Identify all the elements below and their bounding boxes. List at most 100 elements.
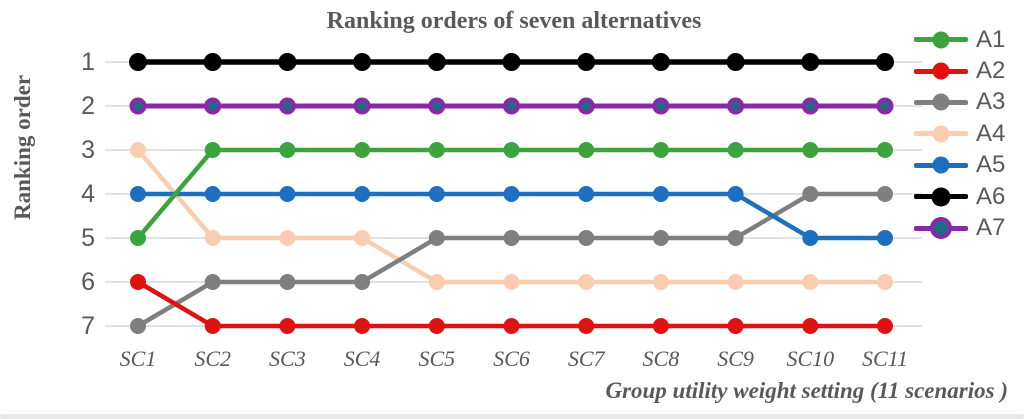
- data-point-A4-SC3: [279, 230, 296, 246]
- data-point-A1-SC8: [652, 142, 669, 158]
- x-tick-label-SC3: SC3: [269, 346, 306, 371]
- data-point-A2-SC11: [877, 318, 893, 334]
- data-point-A5-SC8: [652, 186, 669, 202]
- legend-label: A3: [976, 88, 1006, 116]
- x-axis-title: Group utility weight setting (11 scenari…: [605, 378, 1008, 403]
- legend-swatch-A4: [914, 124, 968, 144]
- data-point-A6-SC6: [502, 53, 521, 71]
- data-point-A1-SC2: [204, 142, 221, 158]
- legend-swatch-A6: [914, 187, 968, 207]
- data-point-A7-SC2: [204, 97, 222, 115]
- data-point-A4-SC10: [802, 274, 819, 290]
- data-point-A2-SC3: [279, 318, 296, 334]
- data-point-A1-SC3: [279, 142, 296, 158]
- data-point-A3-SC2: [204, 274, 221, 290]
- legend-label: A7: [976, 214, 1006, 242]
- data-point-A7-SC11: [876, 97, 894, 115]
- data-point-A4-SC7: [578, 274, 595, 290]
- legend-swatch-A2: [914, 61, 968, 81]
- data-point-A2-SC4: [354, 318, 371, 334]
- data-point-A4-SC1: [130, 142, 146, 158]
- data-point-A5-SC6: [503, 186, 520, 202]
- data-point-A6-SC11: [876, 53, 894, 71]
- legend-label: A2: [976, 57, 1006, 85]
- bottom-divider-bar: [0, 414, 1024, 419]
- data-point-A7-SC6: [503, 97, 520, 115]
- legend-item-A7: A7: [914, 212, 1024, 243]
- legend-swatch-A7: [914, 217, 968, 240]
- data-point-A1-SC7: [578, 142, 595, 158]
- data-point-A5-SC10: [802, 230, 819, 246]
- data-point-A3-SC1: [130, 318, 146, 334]
- data-point-A2-SC7: [578, 318, 595, 334]
- x-tick-label-SC7: SC7: [567, 346, 605, 371]
- data-point-A1-SC5: [428, 142, 445, 158]
- data-point-A5-SC3: [279, 186, 296, 202]
- chart-title: Ranking orders of seven alternatives: [326, 8, 702, 34]
- data-point-A4-SC4: [354, 230, 371, 246]
- data-point-A3-SC9: [727, 230, 744, 246]
- data-point-A3-SC3: [279, 274, 296, 290]
- y-tick-label-2: 2: [81, 92, 95, 120]
- data-point-A3-SC4: [354, 274, 371, 290]
- data-point-A4-SC5: [428, 274, 445, 290]
- data-point-A7-SC9: [727, 97, 745, 115]
- data-point-A7-SC1: [129, 97, 147, 115]
- legend-marker-icon: [930, 217, 952, 240]
- legend-marker-icon: [932, 62, 950, 80]
- data-point-A5-SC9: [727, 186, 744, 202]
- data-point-A4-SC9: [727, 274, 744, 290]
- data-point-A6-SC1: [129, 53, 147, 71]
- data-point-A2-SC8: [652, 318, 669, 334]
- data-point-A5-SC1: [130, 186, 146, 202]
- data-point-A5-SC7: [578, 186, 595, 202]
- legend-item-A5: A5: [914, 150, 1024, 181]
- legend-label: A4: [976, 119, 1006, 147]
- data-point-A3-SC7: [578, 230, 595, 246]
- y-tick-label-6: 6: [81, 268, 95, 296]
- data-point-A2-SC5: [428, 318, 445, 334]
- legend-swatch-A3: [914, 92, 968, 112]
- legend-marker-icon: [932, 156, 950, 174]
- data-point-A7-SC4: [353, 97, 371, 115]
- data-point-A4-SC11: [877, 274, 893, 290]
- data-point-A2-SC9: [727, 318, 744, 334]
- y-axis-title: Ranking order: [10, 74, 35, 220]
- legend-item-A3: A3: [914, 87, 1024, 118]
- y-tick-label-4: 4: [81, 180, 95, 208]
- x-tick-label-SC6: SC6: [493, 346, 530, 371]
- data-point-A7-SC8: [652, 97, 670, 115]
- data-point-A6-SC3: [278, 53, 297, 71]
- data-point-A1-SC4: [354, 142, 371, 158]
- legend-item-A1: A1: [914, 24, 1024, 55]
- data-point-A7-SC7: [577, 97, 595, 115]
- data-point-A6-SC9: [726, 53, 745, 71]
- data-point-A6-SC7: [577, 53, 596, 71]
- legend-label: A6: [976, 182, 1006, 210]
- data-point-A6-SC8: [651, 53, 670, 71]
- data-point-A1-SC11: [877, 142, 893, 158]
- data-point-A2-SC10: [802, 318, 819, 334]
- data-point-A3-SC10: [802, 186, 819, 202]
- data-point-A1-SC9: [727, 142, 744, 158]
- data-point-A3-SC6: [503, 230, 520, 246]
- legend-item-A2: A2: [914, 55, 1024, 86]
- legend-item-A6: A6: [914, 181, 1024, 212]
- legend-item-A4: A4: [914, 118, 1024, 149]
- legend-marker-icon: [931, 187, 951, 207]
- data-point-A5-SC4: [354, 186, 371, 202]
- x-tick-label-SC9: SC9: [717, 346, 754, 371]
- x-tick-label-SC1: SC1: [119, 346, 157, 371]
- legend: A1 A2 A3 A4 A5 A6 A7: [914, 24, 1024, 244]
- data-point-A7-SC3: [278, 97, 296, 115]
- data-point-A3-SC8: [652, 230, 669, 246]
- legend-label: A5: [976, 151, 1006, 179]
- x-tick-label-SC11: SC11: [861, 346, 909, 371]
- data-point-A3-SC5: [428, 230, 445, 246]
- data-point-A5-SC2: [204, 186, 221, 202]
- data-point-A3-SC11: [877, 186, 893, 202]
- x-tick-label-SC4: SC4: [343, 346, 381, 371]
- x-tick-label-SC8: SC8: [642, 346, 680, 371]
